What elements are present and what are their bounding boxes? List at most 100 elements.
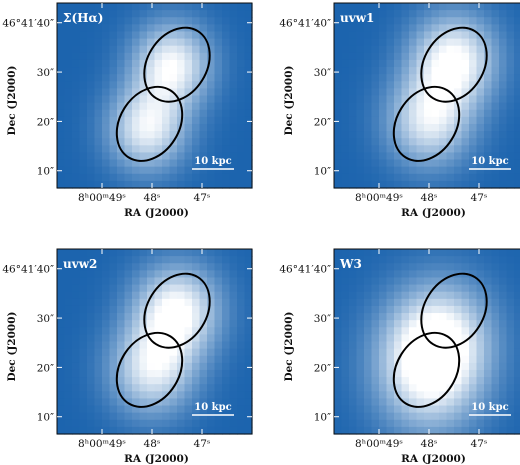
map-pixel (139, 334, 148, 343)
map-pixel (484, 377, 493, 385)
map-pixel (162, 74, 171, 82)
map-pixel (177, 180, 186, 189)
map-pixel (446, 74, 455, 82)
map-pixel (386, 74, 395, 82)
map-pixel (57, 109, 66, 118)
map-pixel (409, 263, 418, 271)
map-pixel (94, 348, 103, 357)
map-pixel (514, 377, 520, 385)
map-pixel (162, 131, 171, 139)
map-pixel (514, 3, 520, 11)
map-pixel (214, 59, 223, 68)
map-pixel (184, 116, 193, 125)
map-pixel (109, 426, 118, 435)
map-pixel (132, 256, 141, 264)
map-pixel (461, 123, 470, 132)
map-pixel (222, 284, 231, 293)
map-pixel (109, 355, 118, 364)
map-pixel (506, 341, 515, 350)
map-pixel (356, 405, 365, 414)
map-pixel (154, 109, 163, 118)
map-pixel (132, 384, 141, 392)
map-pixel (469, 180, 478, 189)
map-pixel (109, 263, 118, 271)
map-pixel (199, 3, 208, 11)
map-pixel (229, 166, 238, 175)
map-pixel (491, 313, 500, 321)
map-pixel (514, 52, 520, 61)
map-pixel (506, 249, 515, 257)
map-pixel (139, 391, 148, 400)
map-pixel (356, 159, 365, 168)
map-pixel (162, 284, 171, 293)
map-pixel (192, 138, 201, 146)
map-pixel (117, 327, 126, 335)
map-pixel (349, 291, 358, 300)
scale-bar-label: 10 kpc (471, 156, 508, 167)
map-pixel (454, 145, 463, 154)
map-pixel (154, 313, 163, 321)
panel-frame (333, 2, 520, 189)
map-pixel (72, 284, 81, 293)
map-pixel (341, 355, 350, 364)
map-pixel (64, 74, 73, 82)
map-pixel (446, 81, 455, 89)
map-pixel (491, 256, 500, 264)
map-pixel (237, 249, 246, 257)
map-pixel (139, 159, 148, 168)
map-pixel (109, 291, 118, 300)
map-pixel (199, 327, 208, 335)
map-pixel (169, 102, 178, 111)
map-pixel (87, 313, 96, 321)
map-pixel (514, 263, 520, 271)
map-pixel (244, 81, 253, 89)
map-pixel (132, 59, 141, 68)
map-pixel (57, 313, 66, 321)
map-pixel (214, 377, 223, 385)
aperture-1 (115, 331, 184, 408)
map-pixel (476, 145, 485, 154)
map-pixel (469, 45, 478, 54)
map-pixel (349, 348, 358, 357)
map-pixel (461, 313, 470, 321)
map-pixel (394, 298, 403, 307)
map-pixel (476, 398, 485, 407)
map-pixel (431, 3, 440, 11)
map-pixel (117, 362, 126, 371)
map-pixel (124, 320, 133, 328)
map-pixel (506, 334, 515, 343)
map-pixel (102, 180, 111, 189)
map-pixel (431, 74, 440, 82)
map-pixel (461, 109, 470, 118)
map-pixel (401, 341, 410, 350)
map-pixel (416, 95, 425, 104)
map-pixel (499, 131, 508, 139)
map-pixel (79, 249, 88, 257)
map-pixel (222, 131, 231, 139)
map-pixel (514, 17, 520, 25)
map-pixel (192, 263, 201, 271)
map-pixel (229, 74, 238, 82)
map-pixel (154, 355, 163, 364)
map-pixel (87, 412, 96, 421)
map-pixel (469, 74, 478, 82)
map-pixel (416, 327, 425, 335)
map-pixel (334, 102, 343, 111)
map-pixel (169, 391, 178, 400)
map-pixel (244, 45, 253, 54)
map-pixel (244, 67, 253, 75)
map-pixel (379, 131, 388, 139)
map-pixel (184, 166, 193, 175)
map-pixel (109, 166, 118, 175)
map-pixel (386, 173, 395, 182)
map-pixel (184, 377, 193, 385)
map-pixel (334, 31, 343, 40)
map-pixel (364, 277, 373, 286)
map-pixel (109, 3, 118, 11)
map-pixel (117, 341, 126, 350)
map-pixel (229, 10, 238, 18)
map-pixel (416, 362, 425, 371)
map-pixel (79, 419, 88, 428)
map-pixel (469, 334, 478, 343)
map-pixel (439, 166, 448, 175)
